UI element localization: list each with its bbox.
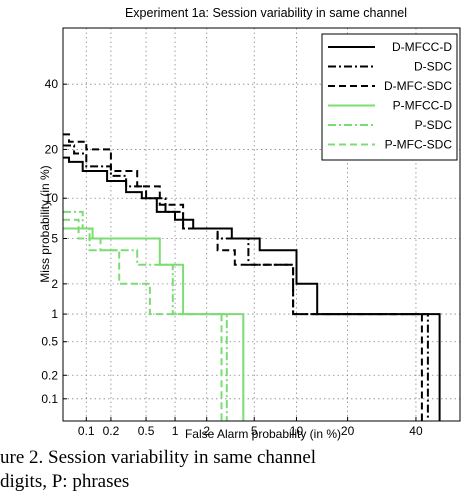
y-tick-label: 0.1	[41, 392, 58, 406]
y-axis-ticks: 0.1 0.2 0.5 1 2 5 10 20 40	[41, 77, 67, 406]
legend-box	[321, 33, 458, 161]
x-tick-label: 2	[203, 424, 210, 438]
series-line-d-sdc	[63, 144, 429, 421]
series-lines	[63, 133, 441, 421]
x-axis-label: False Alarm probability (in %)	[185, 427, 341, 441]
x-tick-label: 5	[251, 424, 258, 438]
plot-frame	[62, 27, 461, 422]
legend-label: D-MFCC-D	[392, 40, 452, 54]
y-tick-label: 0.2	[41, 368, 58, 382]
x-tick-label: 40	[409, 424, 423, 438]
legend-label: P-MFCC-D	[393, 99, 453, 113]
y-axis-label: Miss probability (in %)	[38, 165, 52, 282]
legend-label: D-SDC	[414, 60, 452, 74]
legend: D-MFCC-D D-SDC D-MFC-SDC P-MFCC-D P-SDC P-MFC…	[321, 33, 458, 161]
y-tick-label: 2	[51, 277, 58, 291]
legend-label: P-SDC	[415, 118, 453, 132]
y-tick-label: 10	[45, 191, 59, 205]
figure-caption-line-2: digits, P: phrases	[0, 471, 130, 492]
legend-label: P-MFC-SDC	[385, 138, 453, 152]
y-tick-label: 20	[45, 142, 59, 156]
x-axis-ticks: 0.1 0.2 0.5 1 2 5 10 20 40	[78, 417, 423, 438]
x-tick-label: 0.1	[78, 424, 95, 438]
grid	[63, 28, 460, 421]
y-tick-label: 0.5	[41, 335, 58, 349]
x-tick-label: 20	[341, 424, 355, 438]
y-tick-label: 1	[51, 307, 58, 321]
x-tick-label: 1	[172, 424, 179, 438]
y-tick-label: 40	[45, 77, 59, 91]
legend-label: D-MFC-SDC	[384, 79, 452, 93]
series-line-p-mfc-sdc	[63, 218, 223, 421]
x-tick-label: 0.2	[103, 424, 120, 438]
x-tick-label: 0.5	[138, 424, 155, 438]
y-tick-label: 5	[51, 232, 58, 246]
x-tick-label: 10	[290, 424, 304, 438]
series-line-d-mfc-sdc	[63, 133, 423, 421]
chart-title: Experiment 1a: Session variability in sa…	[125, 6, 407, 20]
figure-caption-line-1: ure 2. Session variability in same chann…	[0, 447, 317, 468]
